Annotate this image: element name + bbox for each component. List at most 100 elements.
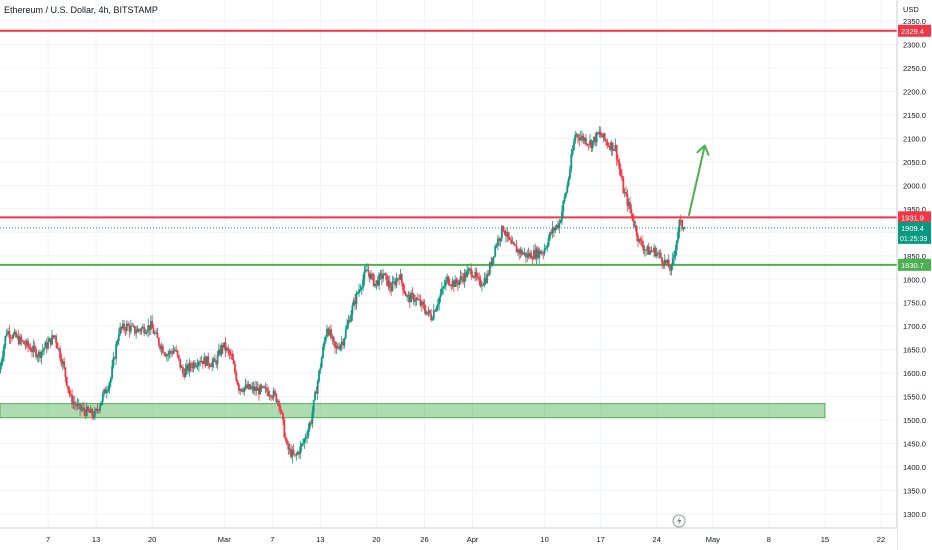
candle xyxy=(145,329,148,336)
candle xyxy=(231,350,234,361)
candle xyxy=(57,347,60,352)
candle xyxy=(101,391,104,406)
lightning-icon[interactable] xyxy=(672,514,686,528)
candle xyxy=(582,133,585,145)
y-tick-label: 2350.0 xyxy=(903,17,926,26)
candle xyxy=(23,340,25,345)
candle xyxy=(637,232,639,248)
candle xyxy=(53,335,56,340)
candle xyxy=(647,242,650,255)
candle xyxy=(635,224,638,242)
candle xyxy=(519,246,522,259)
support-zone[interactable] xyxy=(0,403,826,419)
candle xyxy=(533,244,535,260)
candle xyxy=(502,225,505,233)
candle xyxy=(643,244,646,257)
candle xyxy=(368,272,371,283)
candle xyxy=(76,397,79,410)
candle xyxy=(65,376,68,387)
candle xyxy=(555,224,558,230)
candle xyxy=(674,244,677,261)
candle xyxy=(350,310,352,323)
candle xyxy=(591,140,594,152)
candle xyxy=(267,386,270,397)
y-tick-label: 2150.0 xyxy=(903,111,926,120)
candle xyxy=(611,142,614,156)
projection-arrow[interactable] xyxy=(687,144,710,217)
candle xyxy=(92,410,95,420)
candle xyxy=(649,246,651,255)
candle xyxy=(382,269,384,283)
candle xyxy=(347,314,350,329)
candle xyxy=(366,263,368,271)
candle xyxy=(168,348,171,359)
candle xyxy=(567,176,570,188)
candle xyxy=(351,302,354,321)
candle xyxy=(143,323,146,337)
candle xyxy=(406,294,409,302)
candle xyxy=(538,247,541,264)
x-tick-label: 24 xyxy=(653,535,661,544)
candle xyxy=(436,298,439,311)
candle xyxy=(55,333,57,349)
candle xyxy=(183,367,186,380)
candle xyxy=(77,399,80,410)
candle xyxy=(586,143,589,147)
candle xyxy=(364,264,367,274)
candle xyxy=(11,334,13,342)
candle xyxy=(521,247,523,257)
candle xyxy=(578,133,581,147)
candle xyxy=(562,199,565,218)
candle xyxy=(404,291,407,297)
currency-label: USD xyxy=(903,5,919,14)
candle xyxy=(189,360,192,373)
candle xyxy=(164,351,167,358)
candle xyxy=(492,256,495,265)
candle xyxy=(311,406,314,429)
candle xyxy=(180,364,183,368)
candle xyxy=(48,337,51,342)
candle xyxy=(670,263,673,276)
candle xyxy=(56,341,59,349)
candle xyxy=(248,383,251,390)
y-tick-label: 1850.0 xyxy=(903,252,926,261)
candle xyxy=(496,234,499,251)
candle xyxy=(85,402,88,417)
candle xyxy=(506,227,509,243)
candle xyxy=(319,363,322,375)
candle xyxy=(500,224,503,242)
candle xyxy=(360,285,363,295)
candle xyxy=(583,136,586,145)
candle xyxy=(426,312,429,316)
candle xyxy=(291,445,294,464)
candle xyxy=(454,275,457,287)
candle xyxy=(207,352,210,369)
candle xyxy=(306,430,308,444)
candle xyxy=(256,381,259,391)
candle xyxy=(185,359,188,375)
candle xyxy=(275,393,278,404)
y-tick-label: 1350.0 xyxy=(903,486,926,495)
candle xyxy=(614,138,617,152)
candle xyxy=(318,369,320,384)
candle xyxy=(509,236,511,241)
candle xyxy=(371,272,374,281)
candle xyxy=(224,336,227,358)
candle xyxy=(464,269,467,282)
candle xyxy=(443,279,446,290)
candle xyxy=(439,288,442,303)
candle xyxy=(471,270,474,278)
candle xyxy=(535,246,538,265)
candle xyxy=(113,356,116,360)
current-price-value: 1909.4 xyxy=(901,224,924,233)
x-tick-label: 22 xyxy=(877,535,885,544)
y-tick-label: 2250.0 xyxy=(903,64,926,73)
candle xyxy=(165,353,168,362)
candle xyxy=(271,394,274,401)
candle xyxy=(299,440,302,460)
candle xyxy=(379,269,382,280)
candle xyxy=(605,138,607,146)
y-tick-label: 1750.0 xyxy=(903,299,926,308)
candle xyxy=(19,333,21,346)
